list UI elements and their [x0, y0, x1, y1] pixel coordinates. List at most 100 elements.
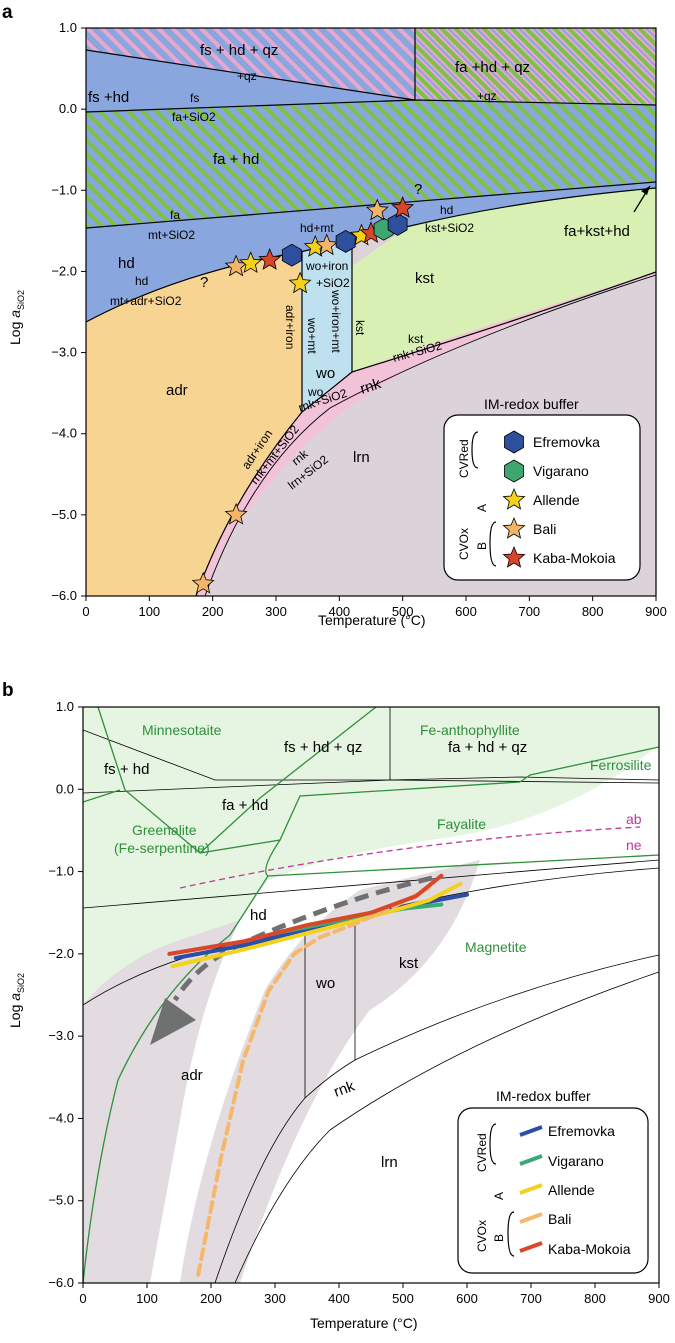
point-kaba-mokoia [391, 196, 415, 218]
y-tick-label: −4.0 [51, 426, 77, 441]
label-b-fs-hd: fs + hd [104, 761, 149, 778]
x-tick-label: 900 [645, 604, 667, 619]
point-bali [315, 233, 339, 256]
label-b-fa-hd: fa + hd [222, 797, 268, 814]
x-tick-label: 500 [392, 604, 414, 619]
label-wo-mt: wo+mt [305, 317, 319, 354]
legend-b-cvox: CVOx [475, 1220, 489, 1252]
legend-a-marker-allende [502, 487, 526, 510]
label-fa-sio2: fa+SiO2 [172, 110, 216, 124]
y-tick-label: −5.0 [51, 507, 77, 522]
x-tick-label: 100 [138, 604, 160, 619]
fa-hd-field [86, 100, 656, 228]
y-tick-label: 0.0 [59, 101, 77, 116]
panel-b-labels: Minnesotaite Fe-anthophyllite Ferrosilit… [104, 722, 652, 1171]
x-tick-label: 100 [136, 1291, 158, 1306]
label-greenalite: Greenalite [132, 822, 197, 838]
panel-a-frame [85, 27, 657, 597]
wo-field [300, 238, 352, 412]
legend-b-title: IM-redox buffer [496, 1088, 591, 1104]
label-wo-iron: wo+iron [305, 259, 348, 273]
panel-b-label: b [2, 680, 14, 701]
label-mt-adr-sio2: mt+adr+SiO2 [110, 294, 182, 308]
label-qz-upper: +qz [237, 69, 257, 83]
label-adr: adr [166, 382, 188, 399]
y-tick-label: −5.0 [48, 1193, 74, 1208]
label-b-fa-hd-qz: fa + hd + qz [448, 739, 527, 756]
label-b-hd: hd [250, 907, 267, 924]
panel-b-legend: IM-redox buffer CVRed CVOx A B Efremovka… [457, 1088, 649, 1274]
legend-a-marker-efremovka [504, 430, 524, 454]
label-hd-mt: hd+mt [300, 221, 334, 235]
point-efremovka [281, 243, 302, 267]
label-minnesotaite: Minnesotaite [142, 722, 222, 738]
panel-a-ylabel: Log aSiO2 [7, 290, 26, 345]
y-tick-label: −6.0 [48, 1275, 74, 1290]
label-question-2: ? [414, 181, 422, 198]
legend-a-title: IM-redox buffer [484, 396, 579, 412]
legend-b-brace-b [507, 1211, 515, 1257]
legend-a-bali: Bali [533, 521, 556, 537]
panel-b-frame [82, 706, 660, 1284]
legend-a-box [443, 414, 641, 581]
y-tick-label: 1.0 [56, 699, 74, 714]
label-fe-serpentine: (Fe-serpentine) [114, 840, 210, 856]
legend-a-groupB: B [475, 542, 489, 550]
x-tick-label: 800 [584, 1291, 606, 1306]
panel-b-green-boundaries [83, 707, 659, 1283]
legend-b-box [457, 1107, 649, 1274]
ab-ne-boundary [179, 826, 641, 889]
rnk-band [196, 272, 656, 596]
legend-b-brace-red [489, 1123, 497, 1165]
label-fa: fa [170, 208, 180, 222]
legend-b-line-kaba-mokoia [519, 1241, 543, 1253]
label-sio2: +SiO2 [316, 276, 350, 290]
panel-a-plot-area [86, 28, 656, 596]
legend-a-marker-bali [502, 516, 526, 539]
x-tick-label: 400 [328, 1291, 350, 1306]
panel-b-xlabel: Temperature (°C) [310, 1315, 418, 1331]
y-tick-label: −1.0 [51, 182, 77, 197]
series-kaba-mokoia [167, 873, 444, 956]
fs-hd-field [86, 50, 415, 112]
label-b-lrn: lrn [381, 1154, 398, 1171]
label-mt-sio2: mt+SiO2 [148, 228, 195, 242]
label-hd-top: hd [440, 203, 453, 217]
panel-b-series [167, 873, 469, 1277]
series-allende [170, 881, 463, 969]
x-tick-label: 0 [79, 1291, 86, 1306]
legend-b-line-bali [519, 1212, 543, 1224]
label-hd-small: hd [135, 274, 148, 288]
label-magnetite: Magnetite [465, 939, 527, 955]
legend-a-vigarano: Vigarano [533, 463, 589, 479]
legend-a-marker-vigarano [504, 459, 524, 483]
panel-b-ylabel: Log aSiO2 [7, 973, 26, 1028]
series-bali [196, 886, 431, 1277]
legend-b-cvred: CVRed [475, 1133, 489, 1172]
label-question-1: ? [200, 274, 208, 291]
point-bali [365, 198, 389, 221]
x-tick-label: 400 [328, 604, 350, 619]
legend-b-kaba-mokoia: Kaba-Mokoia [548, 1241, 631, 1257]
legend-b-efremovka: Efremovka [548, 1123, 615, 1139]
label-fs: fs [190, 91, 199, 105]
y-tick-label: −4.0 [48, 1110, 74, 1125]
y-tick-label: −1.0 [48, 864, 74, 879]
legend-b-line-allende [519, 1183, 543, 1195]
point-efremovka [387, 212, 408, 236]
x-tick-label: 600 [455, 604, 477, 619]
legend-b-allende: Allende [548, 1182, 595, 1198]
label-ab: ab [626, 811, 642, 827]
y-tick-label: −2.0 [48, 946, 74, 961]
x-tick-label: 300 [264, 1291, 286, 1306]
legend-b-vigarano: Vigarano [548, 1153, 604, 1169]
point-allende [239, 251, 263, 274]
y-tick-label: −2.0 [51, 263, 77, 278]
label-wo-small: wo [307, 385, 324, 399]
label-b-kst: kst [399, 955, 419, 972]
grey-band [180, 860, 480, 1283]
label-ne: ne [626, 837, 642, 853]
fa-hd-qz-field [415, 28, 656, 105]
fs-hd-qz-field [86, 28, 415, 100]
